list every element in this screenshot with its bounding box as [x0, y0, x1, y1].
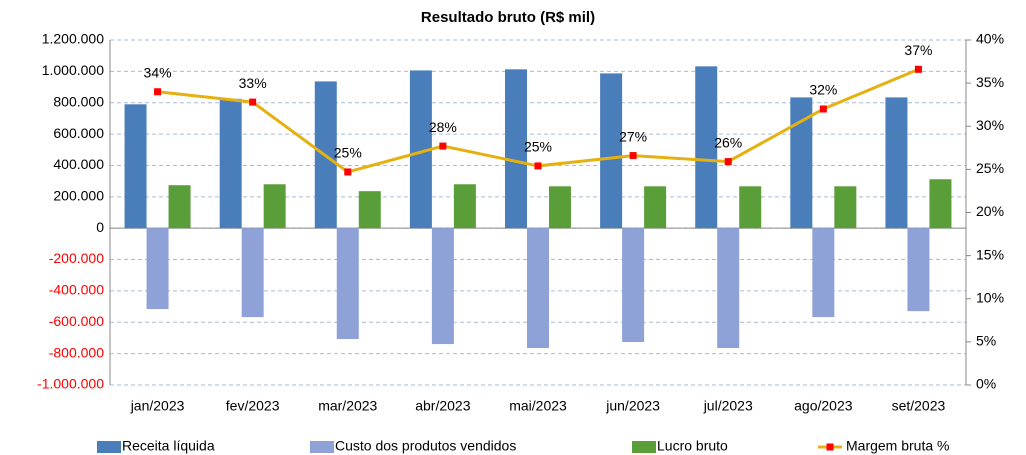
x-tick-label: mar/2023	[318, 398, 377, 414]
y-tick-label: -200.000	[49, 250, 104, 266]
marker	[914, 65, 922, 73]
bar	[812, 228, 835, 318]
data-label: 25%	[334, 145, 362, 161]
marker	[344, 168, 352, 176]
x-tick-label: mai/2023	[509, 398, 567, 414]
y-tick-label: 400.000	[53, 156, 104, 172]
marker	[629, 152, 637, 160]
data-label: 28%	[429, 119, 457, 135]
y2-tick-label: 0%	[976, 376, 996, 392]
bar	[929, 179, 952, 229]
y-tick-label: -600.000	[49, 313, 104, 329]
marker	[249, 98, 257, 106]
bar	[263, 184, 286, 229]
legend-marker	[826, 443, 834, 451]
bar	[549, 186, 571, 229]
bar	[505, 69, 527, 229]
bar	[907, 228, 930, 312]
y-tick-label: 200.000	[53, 188, 104, 204]
x-tick-label: set/2023	[892, 398, 946, 414]
bar	[790, 97, 813, 229]
bar	[358, 191, 381, 229]
x-tick-label: ago/2023	[794, 398, 853, 414]
bar	[336, 228, 359, 340]
data-label: 34%	[144, 64, 172, 80]
y2-tick-label: 15%	[976, 246, 1004, 262]
y2-tick-label: 30%	[976, 117, 1004, 133]
data-label: 37%	[904, 42, 932, 58]
bar	[241, 228, 264, 318]
legend-label: Receita líquida	[122, 438, 215, 454]
bar	[527, 228, 549, 348]
data-label: 26%	[714, 134, 742, 150]
legend-swatch	[310, 441, 334, 453]
x-tick-label: jan/2023	[130, 398, 185, 414]
y-tick-label: 1.200.000	[42, 31, 104, 47]
legend-swatch	[97, 441, 121, 453]
data-label: 32%	[809, 82, 837, 98]
marker	[819, 105, 827, 113]
y-tick-label: -1.000.000	[37, 376, 104, 392]
y2-tick-label: 35%	[976, 74, 1004, 90]
y2-tick-label: 40%	[976, 31, 1004, 47]
bar	[717, 228, 740, 348]
bar	[219, 98, 242, 229]
y-tick-label: 0	[96, 219, 104, 235]
legend-label: Custo dos produtos vendidos	[335, 438, 516, 454]
y-tick-label: 1.000.000	[42, 62, 104, 78]
bar	[453, 184, 476, 229]
data-label: 27%	[619, 128, 647, 144]
marker	[154, 88, 162, 96]
x-tick-label: jun/2023	[605, 398, 660, 414]
y-tick-label: 600.000	[53, 125, 104, 141]
chart-title: Resultado bruto (R$ mil)	[421, 9, 595, 26]
marker	[724, 158, 732, 166]
x-tick-label: jul/2023	[703, 398, 753, 414]
marker	[534, 162, 542, 170]
bar	[834, 186, 857, 229]
bar	[644, 186, 667, 229]
y2-tick-label: 20%	[976, 203, 1004, 219]
legend-label: Lucro bruto	[657, 438, 728, 454]
y-tick-label: -400.000	[49, 282, 104, 298]
bar	[409, 70, 432, 229]
bar	[695, 66, 718, 229]
marker	[439, 142, 447, 150]
bar	[885, 97, 908, 229]
legend-label: Margem bruta %	[846, 438, 949, 454]
x-tick-label: abr/2023	[415, 398, 470, 414]
bar	[124, 104, 147, 229]
data-label: 25%	[524, 139, 552, 155]
bar	[600, 73, 623, 229]
bar	[622, 228, 645, 343]
bar	[431, 228, 454, 345]
x-tick-label: fev/2023	[226, 398, 280, 414]
y2-tick-label: 5%	[976, 333, 996, 349]
y-tick-label: 800.000	[53, 93, 104, 109]
legend-swatch	[632, 441, 656, 453]
bar	[146, 228, 169, 310]
y2-tick-label: 10%	[976, 289, 1004, 305]
bar	[739, 186, 762, 229]
data-label: 33%	[239, 75, 267, 91]
bar	[168, 185, 191, 229]
y2-tick-label: 25%	[976, 160, 1004, 176]
y-tick-label: -800.000	[49, 344, 104, 360]
